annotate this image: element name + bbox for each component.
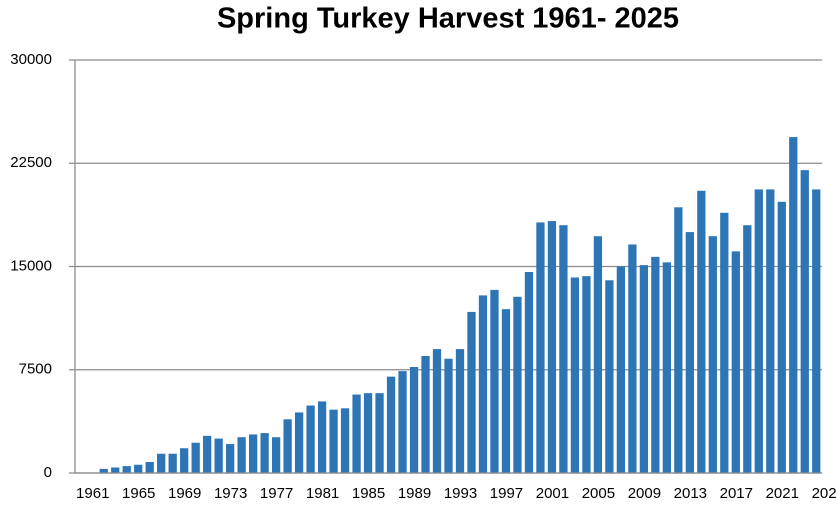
bar xyxy=(467,311,476,473)
bar xyxy=(111,467,120,473)
bar xyxy=(777,201,786,473)
bar xyxy=(134,464,143,473)
y-tick-label: 22500 xyxy=(10,154,52,171)
bar xyxy=(157,453,166,473)
bar xyxy=(421,355,430,473)
bar xyxy=(283,419,292,473)
bar xyxy=(593,236,603,473)
bar xyxy=(363,393,373,473)
bar xyxy=(697,190,706,474)
bar xyxy=(524,272,534,473)
bar xyxy=(501,309,511,473)
bar xyxy=(168,453,177,473)
x-tick-label: 2025 xyxy=(812,485,836,502)
bar xyxy=(306,405,315,473)
bar xyxy=(317,401,327,473)
bar xyxy=(386,376,396,473)
bar xyxy=(352,394,361,473)
x-tick-label: 1977 xyxy=(260,485,293,502)
bar xyxy=(260,433,269,473)
bar xyxy=(743,225,752,473)
bar xyxy=(432,349,442,473)
bar xyxy=(478,295,488,473)
chart-title: Spring Turkey Harvest 1961- 2025 xyxy=(217,3,679,35)
bar xyxy=(685,232,694,473)
bar xyxy=(513,296,522,473)
bar xyxy=(812,189,821,473)
bar xyxy=(329,409,338,473)
x-tick-label: 2009 xyxy=(628,485,661,502)
bar xyxy=(191,442,200,473)
bar xyxy=(662,262,671,473)
x-tick-label: 2017 xyxy=(720,485,753,502)
y-tick-label: 7500 xyxy=(19,361,52,378)
bar xyxy=(444,358,453,473)
bar xyxy=(800,170,809,473)
bar xyxy=(559,225,568,473)
bar xyxy=(99,468,108,473)
x-tick-label: 2005 xyxy=(582,485,615,502)
y-tick-label: 0 xyxy=(44,464,52,481)
bar xyxy=(294,412,304,473)
bar xyxy=(616,266,626,473)
x-tick-label: 1961 xyxy=(76,485,109,502)
bar xyxy=(674,207,683,473)
x-tick-label: 1993 xyxy=(444,485,477,502)
bar xyxy=(547,221,557,473)
bar xyxy=(570,277,580,473)
bar xyxy=(398,371,407,473)
bar xyxy=(340,408,350,473)
bar xyxy=(639,265,649,473)
x-tick-label: 1989 xyxy=(398,485,431,502)
bar xyxy=(145,461,154,473)
bar xyxy=(582,276,591,473)
bar xyxy=(628,244,637,473)
x-tick-label: 1973 xyxy=(214,485,247,502)
bar xyxy=(536,222,545,473)
bar xyxy=(122,466,131,473)
bar xyxy=(490,289,499,473)
bar xyxy=(766,189,775,473)
x-tick-label: 2001 xyxy=(536,485,569,502)
bar xyxy=(789,137,798,474)
x-tick-label: 1965 xyxy=(122,485,155,502)
y-tick-label: 15000 xyxy=(10,257,52,274)
x-tick-label: 2013 xyxy=(674,485,707,502)
bar xyxy=(720,212,729,473)
bar xyxy=(375,393,384,473)
bar xyxy=(203,435,212,473)
bar xyxy=(651,256,660,473)
bar xyxy=(180,448,189,473)
x-tick-label: 1997 xyxy=(490,485,523,502)
bar xyxy=(271,437,281,473)
bar xyxy=(754,189,763,473)
x-tick-label: 1981 xyxy=(306,485,339,502)
y-tick-label: 30000 xyxy=(10,51,52,68)
bar xyxy=(409,366,419,473)
bar xyxy=(214,438,223,473)
bar xyxy=(248,434,258,473)
bar xyxy=(237,437,246,473)
bar xyxy=(226,444,235,473)
x-tick-label: 1969 xyxy=(168,485,201,502)
bar xyxy=(708,236,717,473)
bar xyxy=(605,280,614,473)
x-tick-label: 1985 xyxy=(352,485,385,502)
bar xyxy=(455,349,465,473)
bar xyxy=(731,251,740,473)
x-tick-label: 2021 xyxy=(766,485,799,502)
